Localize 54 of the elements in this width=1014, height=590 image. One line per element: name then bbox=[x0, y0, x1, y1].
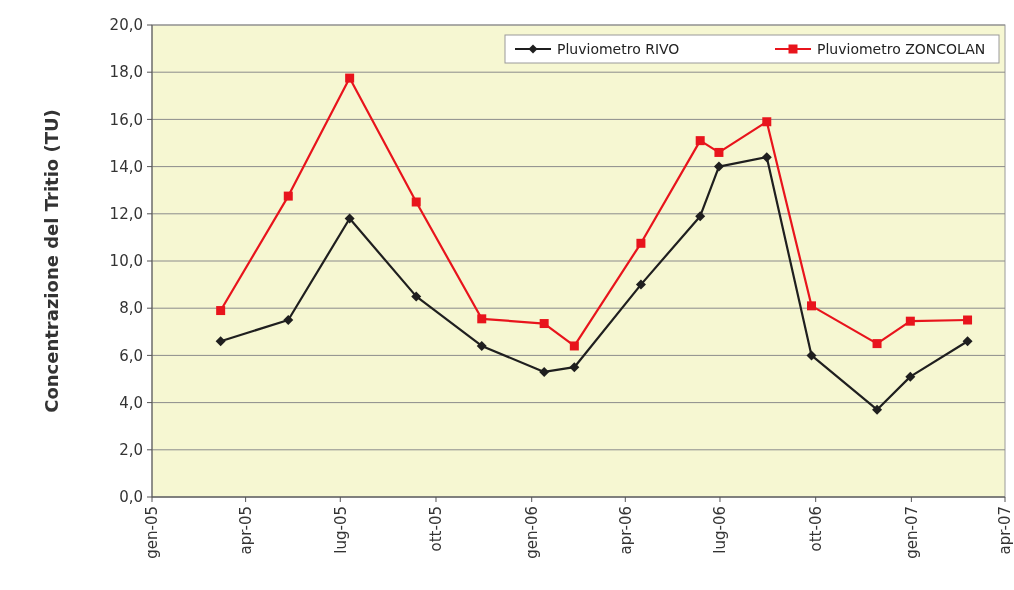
point bbox=[539, 319, 549, 329]
x-tick-label: gen-05 bbox=[143, 506, 162, 559]
point bbox=[636, 238, 646, 248]
x-tick-label: apr-07 bbox=[996, 506, 1014, 555]
point bbox=[283, 191, 293, 201]
point bbox=[905, 316, 915, 326]
point bbox=[872, 404, 883, 415]
point bbox=[476, 340, 487, 351]
x-tick-label: lug-05 bbox=[331, 506, 350, 554]
x-tick-label: ott-06 bbox=[806, 506, 825, 552]
point bbox=[635, 279, 646, 290]
x-tick-label: gen-06 bbox=[522, 506, 541, 559]
point bbox=[761, 152, 772, 163]
y-tick-label: 18,0 bbox=[109, 63, 143, 82]
y-tick-label: 6,0 bbox=[119, 346, 143, 365]
point bbox=[713, 161, 724, 172]
point bbox=[695, 136, 705, 146]
point bbox=[477, 314, 487, 324]
point bbox=[714, 147, 724, 157]
y-tick-label: 4,0 bbox=[119, 393, 143, 412]
x-tick-label: ott-05 bbox=[427, 506, 446, 552]
point bbox=[411, 291, 422, 302]
y-tick-label: 8,0 bbox=[119, 299, 143, 318]
point bbox=[762, 117, 772, 127]
y-axis-title: Concentrazione del Tritio (TU) bbox=[41, 109, 62, 413]
y-tick-label: 12,0 bbox=[109, 205, 143, 224]
y-tick-label: 2,0 bbox=[119, 441, 143, 460]
y-tick-label: 20,0 bbox=[109, 16, 143, 35]
point bbox=[905, 371, 916, 382]
point bbox=[569, 362, 580, 373]
x-tick-label: gen-07 bbox=[902, 506, 921, 559]
point bbox=[963, 315, 973, 325]
x-tick-label: apr-06 bbox=[616, 506, 635, 555]
legend-label: Pluviometro RIVO bbox=[557, 40, 680, 57]
point bbox=[962, 336, 973, 347]
y-tick-label: 10,0 bbox=[109, 252, 143, 271]
y-tick-label: 0,0 bbox=[119, 488, 143, 507]
point bbox=[569, 341, 579, 351]
y-tick-label: 14,0 bbox=[109, 157, 143, 176]
point bbox=[215, 336, 226, 347]
point bbox=[806, 350, 817, 361]
point bbox=[283, 315, 294, 325]
point bbox=[695, 211, 706, 222]
point bbox=[345, 73, 355, 83]
x-tick-label: apr-05 bbox=[236, 506, 255, 555]
point bbox=[807, 301, 817, 311]
point bbox=[539, 366, 550, 377]
point bbox=[344, 213, 355, 224]
x-tick-label: lug-06 bbox=[711, 506, 730, 554]
legend-label: Pluviometro ZONCOLAN bbox=[817, 40, 986, 57]
point bbox=[872, 339, 882, 349]
point bbox=[411, 197, 421, 207]
y-tick-label: 16,0 bbox=[109, 110, 143, 129]
point bbox=[216, 306, 226, 316]
